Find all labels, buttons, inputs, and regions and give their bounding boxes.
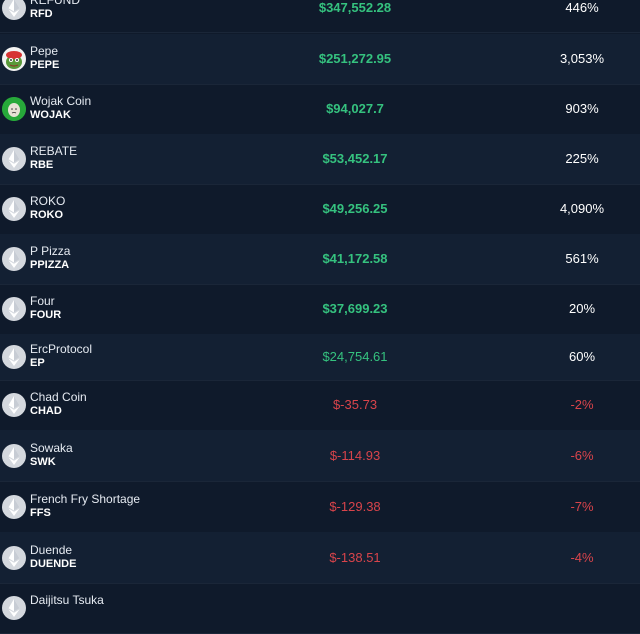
- ethereum-icon: [2, 494, 26, 519]
- wojak-face-icon: [2, 97, 26, 121]
- token-symbol: EP: [30, 357, 45, 369]
- token-row[interactable]: Pepe PEPE $251,272.95 3,053%: [0, 34, 640, 85]
- token-value: $-129.38: [329, 498, 381, 514]
- ethereum-icon: [2, 0, 26, 20]
- token-change-percent: -7%: [570, 498, 594, 514]
- token-name: Four: [30, 294, 55, 308]
- ethereum-icon: [2, 297, 26, 321]
- token-symbol: DUENDE: [30, 557, 77, 570]
- token-row[interactable]: Duende DUENDE $-138.51 -4%: [0, 532, 640, 584]
- token-symbol: FOUR: [30, 309, 62, 321]
- token-name: Sowaka: [30, 440, 73, 455]
- token-symbol: SWK: [30, 455, 56, 468]
- token-row[interactable]: P Pizza PPIZZA $41,172.58 561%: [0, 234, 640, 285]
- token-change-percent: -4%: [570, 549, 594, 565]
- token-value: $-138.51: [329, 549, 381, 565]
- ethereum-icon: [2, 545, 26, 570]
- token-symbol: RBE: [30, 159, 54, 171]
- token-change-percent: 446%: [565, 0, 599, 15]
- token-name: Pepe: [30, 44, 59, 58]
- token-symbol: FFS: [30, 506, 51, 519]
- token-row[interactable]: Daijitsu Tsuka: [0, 583, 640, 634]
- token-name: ErcProtocol: [30, 342, 93, 356]
- ethereum-icon: [2, 345, 26, 369]
- ethereum-icon: [2, 197, 26, 221]
- token-symbol: CHAD: [30, 405, 62, 417]
- token-symbol: ROKO: [30, 209, 63, 221]
- ethereum-icon: [2, 147, 26, 171]
- token-change-percent: -6%: [570, 447, 594, 463]
- token-symbol: RFD: [30, 8, 53, 20]
- token-symbol: PPIZZA: [30, 259, 70, 271]
- token-symbol: WOJAK: [30, 109, 71, 121]
- ethereum-icon: [2, 393, 26, 417]
- ethereum-icon: [2, 443, 26, 468]
- token-value: $94,027.7: [326, 101, 384, 116]
- token-row[interactable]: ErcProtocol EP $24,754.61 60%: [0, 334, 640, 381]
- token-row[interactable]: REBATE RBE $53,452.17 225%: [0, 134, 640, 185]
- token-name: Duende: [30, 542, 73, 557]
- token-change-percent: 225%: [565, 151, 599, 166]
- token-value: $-114.93: [329, 447, 381, 463]
- token-value: $-35.73: [332, 397, 378, 412]
- ethereum-icon: [2, 247, 26, 271]
- token-row[interactable]: REFUND RFD $347,552.28 446%: [0, 0, 640, 33]
- token-value: $41,172.58: [322, 251, 388, 266]
- pepe-frog-icon: [2, 47, 26, 71]
- token-value: $49,256.25: [322, 201, 388, 216]
- token-change-percent: 20%: [568, 301, 596, 316]
- token-name: Wojak Coin: [30, 94, 92, 108]
- token-name: French Fry Shortage: [30, 491, 141, 506]
- token-name: REFUND: [30, 0, 80, 7]
- ethereum-icon: [2, 596, 26, 620]
- token-value: $251,272.95: [318, 51, 392, 66]
- token-name: Daijitsu Tsuka: [30, 593, 104, 607]
- token-value: $37,699.23: [322, 301, 388, 316]
- token-row[interactable]: Chad Coin CHAD $-35.73 -2%: [0, 380, 640, 431]
- token-row[interactable]: Four FOUR $37,699.23 20%: [0, 284, 640, 335]
- token-row[interactable]: Sowaka SWK $-114.93 -6%: [0, 430, 640, 482]
- token-change-percent: 4,090%: [559, 201, 605, 216]
- token-name: REBATE: [30, 144, 78, 158]
- token-name: ROKO: [30, 194, 66, 208]
- token-name: P Pizza: [30, 244, 71, 258]
- token-change-percent: 3,053%: [559, 51, 605, 66]
- token-value: $53,452.17: [322, 151, 388, 166]
- token-value: $24,754.61: [322, 349, 388, 364]
- token-row[interactable]: ROKO ROKO $49,256.25 4,090%: [0, 184, 640, 235]
- token-symbol: PEPE: [30, 59, 60, 71]
- token-change-percent: 903%: [565, 101, 599, 116]
- token-row[interactable]: French Fry Shortage FFS $-129.38 -7%: [0, 481, 640, 533]
- token-value: $347,552.28: [318, 0, 392, 15]
- token-row[interactable]: Wojak Coin WOJAK $94,027.7 903%: [0, 84, 640, 135]
- token-change-percent: -2%: [570, 397, 594, 412]
- token-name: Chad Coin: [30, 390, 87, 404]
- token-change-percent: 561%: [565, 251, 599, 266]
- token-change-percent: 60%: [568, 349, 596, 364]
